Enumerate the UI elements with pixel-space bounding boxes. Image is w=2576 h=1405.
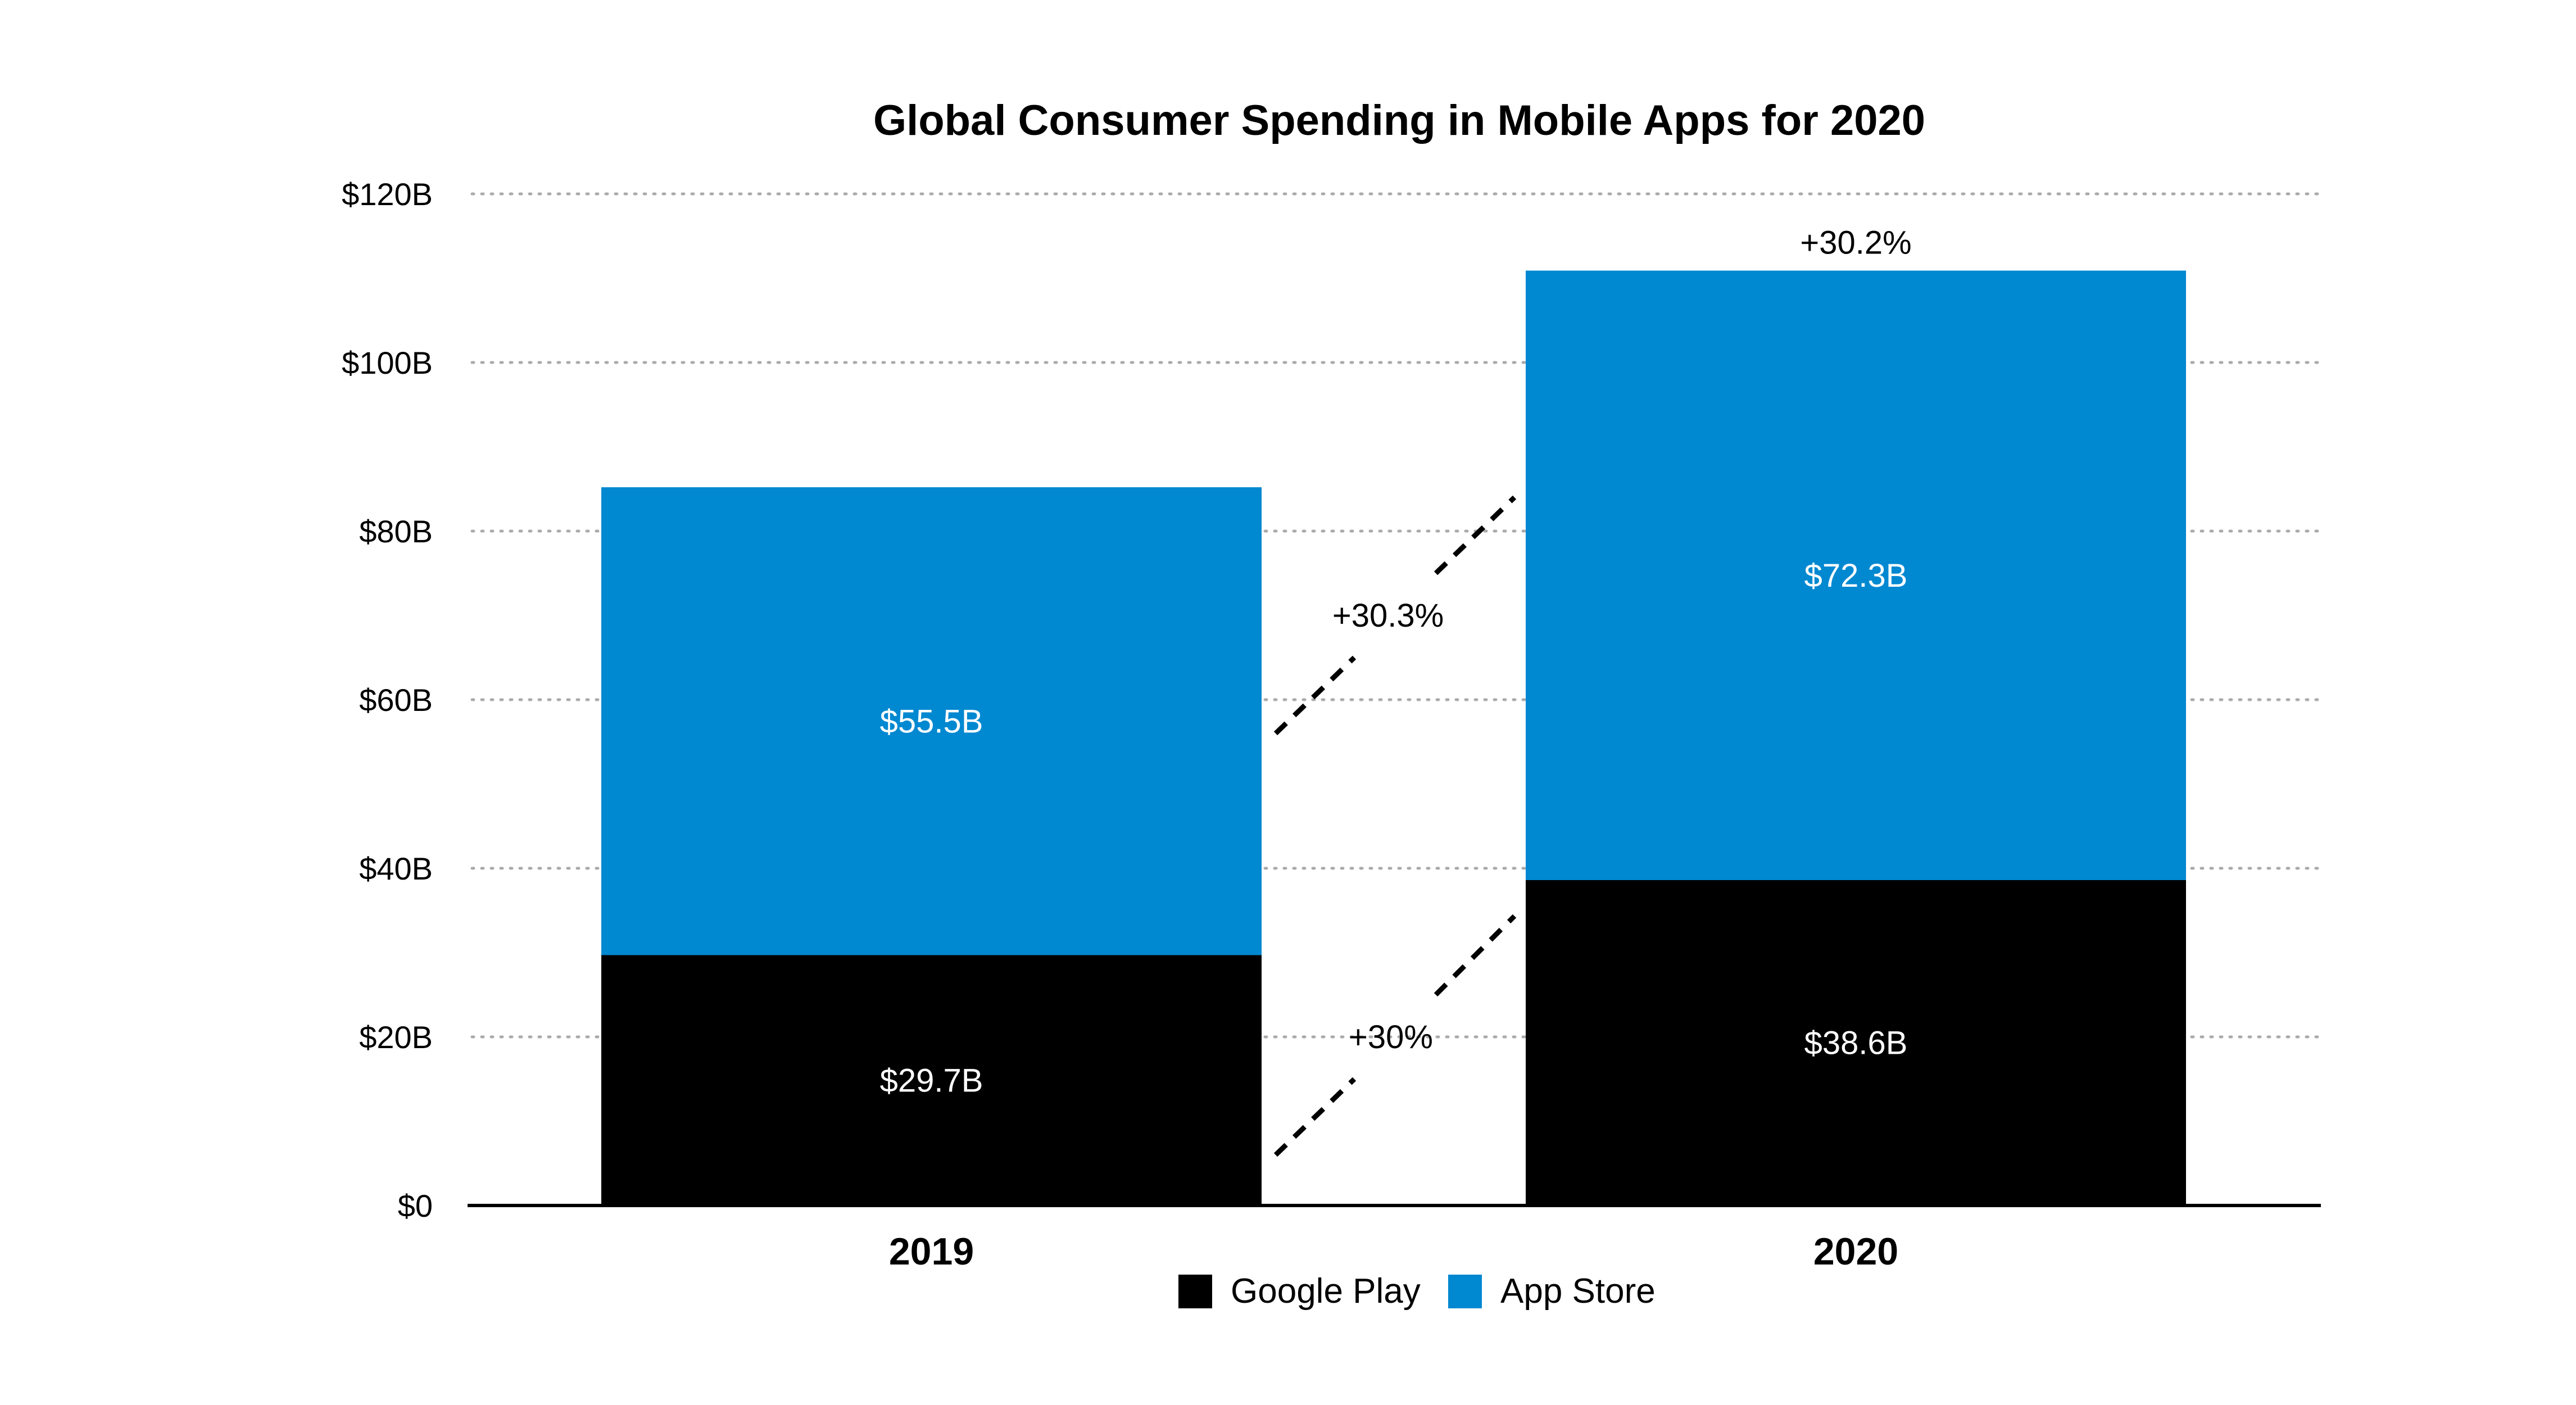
y-tick-label: $120B — [342, 176, 433, 212]
y-tick-label: $20B — [359, 1019, 433, 1055]
google-play-growth-line-lower — [1273, 1077, 1357, 1157]
total-growth-label: +30.2% — [1800, 225, 1911, 261]
legend-swatch-app-store — [1448, 1275, 1482, 1308]
y-tick-label: $80B — [359, 514, 433, 549]
google-play-growth-line-upper — [1434, 914, 1517, 997]
data-label: $38.6B — [1804, 1025, 1908, 1062]
legend-label-app-store: App Store — [1500, 1272, 1656, 1311]
x-tick-label: 2020 — [1813, 1230, 1898, 1273]
bars: $29.7B $55.5B 2019 $38.6B $72.3B 2020 — [601, 270, 2186, 1273]
data-label: $72.3B — [1804, 558, 1908, 594]
legend: Google Play App Store — [1178, 1272, 1656, 1311]
legend-swatch-google-play — [1178, 1275, 1212, 1308]
y-tick-label: $0 — [398, 1188, 433, 1223]
growth-annotations: +30.3% +30% +30.2% — [1273, 225, 1912, 1157]
bar-app-store-2020 — [1526, 270, 2186, 880]
bar-app-store-2019 — [601, 487, 1262, 955]
chart-title: Global Consumer Spending in Mobile Apps … — [873, 97, 1925, 144]
y-axis-tick-labels: $0 $20B $40B $60B $80B $100B $120B — [342, 176, 433, 1223]
google-play-growth-label: +30% — [1349, 1019, 1433, 1055]
app-store-growth-line-upper — [1434, 495, 1517, 575]
y-tick-label: $60B — [359, 682, 433, 718]
app-store-growth-label: +30.3% — [1332, 597, 1444, 634]
data-label: $55.5B — [880, 703, 983, 740]
y-tick-label: $100B — [342, 345, 433, 380]
y-tick-label: $40B — [359, 851, 433, 886]
app-store-growth-line-lower — [1273, 655, 1357, 736]
bar-google-play-2019 — [601, 955, 1262, 1205]
data-label: $29.7B — [880, 1062, 983, 1099]
x-tick-label: 2019 — [889, 1230, 974, 1273]
bar-google-play-2020 — [1526, 880, 2186, 1205]
legend-label-google-play: Google Play — [1231, 1272, 1421, 1311]
